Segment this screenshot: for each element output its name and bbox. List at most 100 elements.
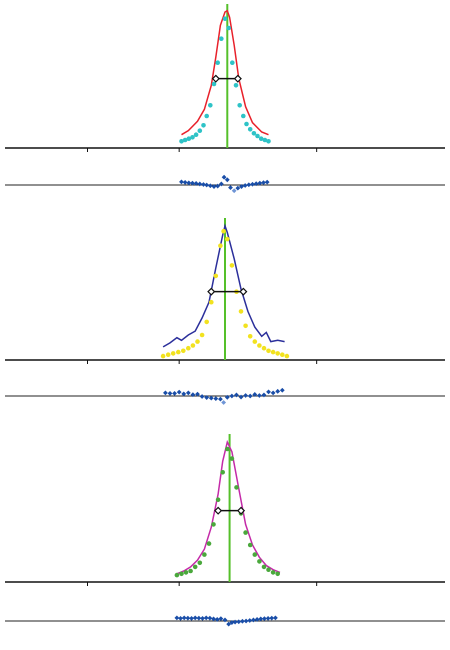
- data-point: [255, 133, 260, 139]
- data-point: [211, 81, 217, 87]
- fwhm-right-marker: [233, 74, 242, 83]
- data-point: [247, 334, 253, 339]
- data-point: [257, 343, 262, 348]
- peak-panel-2: [5, 218, 445, 405]
- data-point: [192, 564, 198, 570]
- residual-point: [253, 181, 259, 187]
- data-point: [266, 348, 271, 354]
- residual-point: [192, 615, 198, 621]
- residual-point: [207, 615, 213, 621]
- data-point: [275, 571, 281, 577]
- residual-point: [222, 617, 228, 623]
- data-point: [247, 542, 253, 548]
- residual-point: [243, 393, 249, 398]
- residual-point: [231, 188, 237, 194]
- data-point: [225, 446, 230, 452]
- residual-point: [224, 394, 230, 400]
- residual-point: [207, 183, 213, 189]
- fwhm-right-marker: [236, 506, 246, 515]
- residual-point: [197, 181, 203, 187]
- residual-point: [235, 185, 241, 191]
- residual-point: [199, 394, 205, 399]
- data-point: [170, 351, 176, 356]
- residual-point: [275, 388, 281, 394]
- residual-point: [261, 180, 266, 186]
- data-point: [257, 559, 262, 564]
- residual-point: [201, 182, 206, 187]
- residual-point: [167, 391, 173, 396]
- residual-point: [196, 615, 202, 621]
- data-point: [201, 123, 206, 128]
- data-point: [182, 137, 188, 143]
- data-point: [221, 228, 226, 234]
- residual-point: [252, 392, 258, 397]
- residual-point: [208, 395, 214, 401]
- data-point: [188, 568, 193, 574]
- data-point: [181, 348, 186, 354]
- data-point: [190, 135, 195, 140]
- residual-point: [215, 183, 221, 189]
- fit-curve: [176, 439, 281, 575]
- residual-point: [221, 400, 227, 405]
- residual-point: [172, 391, 177, 396]
- residual-point: [246, 182, 252, 188]
- data-point: [270, 570, 276, 575]
- residual-point: [182, 180, 188, 185]
- residual-point: [189, 616, 194, 621]
- residual-point: [204, 182, 210, 188]
- residual-point: [228, 185, 233, 190]
- residual-point: [221, 174, 227, 180]
- data-point: [190, 343, 196, 348]
- data-point: [275, 351, 281, 356]
- data-point: [209, 299, 214, 305]
- data-point: [195, 339, 200, 344]
- data-point: [243, 323, 248, 329]
- data-point: [237, 103, 242, 108]
- data-point: [230, 60, 235, 65]
- residual-point: [242, 183, 248, 188]
- residual-point: [229, 620, 235, 625]
- residual-point: [258, 616, 264, 622]
- data-point: [183, 570, 189, 575]
- residual-point: [204, 395, 210, 400]
- residual-point: [262, 616, 267, 622]
- data-point: [251, 131, 257, 136]
- data-point: [238, 309, 244, 314]
- data-point: [193, 132, 199, 137]
- residual-point: [273, 615, 278, 621]
- residual-point: [266, 389, 271, 395]
- residual-point: [256, 393, 262, 398]
- residual-point: [176, 389, 182, 395]
- data-point: [243, 530, 248, 535]
- data-point: [204, 319, 209, 325]
- residual-point: [214, 617, 220, 622]
- residual-point: [211, 184, 217, 189]
- data-point: [215, 497, 221, 503]
- residual-point: [190, 392, 196, 398]
- residual-point: [234, 392, 239, 398]
- data-point: [160, 353, 166, 359]
- residual-point: [261, 392, 267, 398]
- data-point: [222, 16, 228, 22]
- data-point: [165, 352, 171, 358]
- data-point: [261, 564, 267, 570]
- residual-point: [203, 615, 209, 621]
- fwhm-right-marker: [239, 287, 248, 296]
- residual-point: [270, 390, 276, 396]
- residual-point: [179, 179, 184, 185]
- data-point: [197, 128, 203, 133]
- residual-point: [250, 181, 255, 187]
- residual-point: [181, 391, 187, 397]
- residual-point: [218, 616, 224, 622]
- residual-point: [238, 394, 244, 400]
- residual-point: [181, 615, 187, 621]
- data-point: [258, 136, 264, 141]
- residual-point: [265, 616, 271, 621]
- data-point: [186, 136, 192, 141]
- data-point: [204, 113, 209, 119]
- data-point: [218, 243, 223, 248]
- data-point: [229, 263, 235, 268]
- peak-panel-3: [5, 434, 445, 627]
- residual-point: [279, 387, 285, 393]
